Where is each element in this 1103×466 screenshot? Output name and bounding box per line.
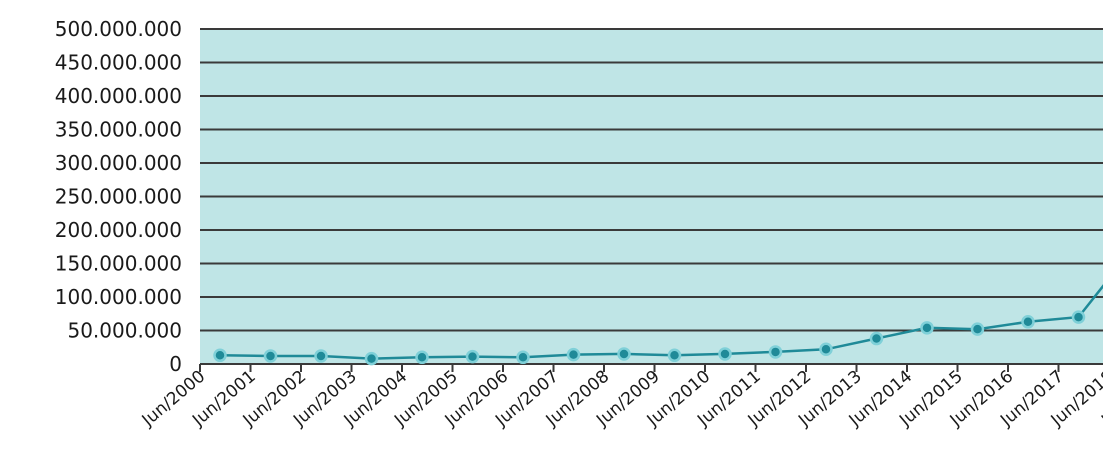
data-point xyxy=(263,349,278,363)
data-point xyxy=(617,347,631,361)
data-point xyxy=(566,347,581,362)
y-tick-label: 100.000.000 xyxy=(55,285,182,309)
y-tick-label: 200.000.000 xyxy=(55,218,182,242)
data-point xyxy=(1071,310,1086,324)
data-points xyxy=(213,310,1086,366)
x-axis-tick-labels: Jun/2000Jun/2001Jun/2002Jun/2003Jun/2004… xyxy=(138,367,1103,432)
data-point xyxy=(415,350,429,365)
data-point xyxy=(768,345,783,359)
data-point xyxy=(970,322,985,336)
y-tick-label: 50.000.000 xyxy=(67,319,182,343)
y-tick-label: 500.000.000 xyxy=(55,17,182,41)
data-point xyxy=(465,349,480,364)
data-point xyxy=(718,347,732,361)
y-tick-label: 0 xyxy=(169,352,182,376)
y-axis-tick-labels: 0 50.000.000 100.000.000 150.000.000 200.000… xyxy=(55,17,182,376)
data-point xyxy=(1021,315,1035,329)
data-point xyxy=(869,331,884,346)
gridlines xyxy=(200,28,1103,332)
data-point xyxy=(516,350,530,365)
y-tick-label: 150.000.000 xyxy=(55,252,182,276)
data-point xyxy=(920,321,934,335)
x-axis-tick-marks xyxy=(199,364,1060,372)
y-tick-label: 250.000.000 xyxy=(55,185,182,209)
data-point xyxy=(667,348,682,363)
data-point xyxy=(213,348,227,363)
y-tick-label: 350.000.000 xyxy=(55,118,182,142)
y-tick-label: 450.000.000 xyxy=(55,51,182,75)
y-tick-label: 300.000.000 xyxy=(55,151,182,175)
data-point xyxy=(819,342,833,357)
data-point xyxy=(364,351,379,366)
y-tick-label: 400.000.000 xyxy=(55,84,182,108)
data-point xyxy=(314,349,328,363)
